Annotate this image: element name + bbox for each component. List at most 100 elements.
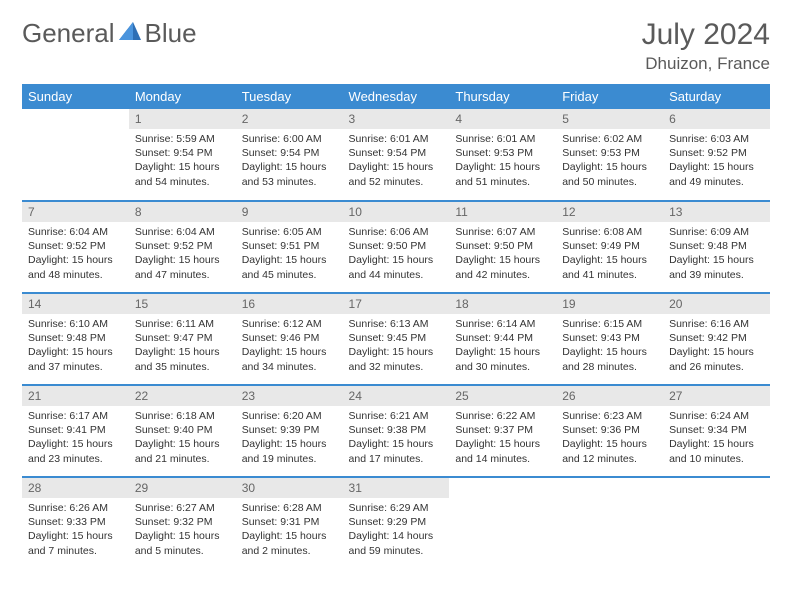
calendar-day-cell: 16Sunrise: 6:12 AMSunset: 9:46 PMDayligh… <box>236 293 343 385</box>
day-details: Sunrise: 6:04 AMSunset: 9:52 PMDaylight:… <box>129 222 236 288</box>
day-details: Sunrise: 6:29 AMSunset: 9:29 PMDaylight:… <box>343 498 450 564</box>
day-details: Sunrise: 6:11 AMSunset: 9:47 PMDaylight:… <box>129 314 236 380</box>
calendar-day-cell <box>663 477 770 569</box>
calendar-week-row: 14Sunrise: 6:10 AMSunset: 9:48 PMDayligh… <box>22 293 770 385</box>
day-details: Sunrise: 6:22 AMSunset: 9:37 PMDaylight:… <box>449 406 556 472</box>
calendar-day-cell <box>22 109 129 201</box>
day-details: Sunrise: 6:01 AMSunset: 9:54 PMDaylight:… <box>343 129 450 195</box>
day-details: Sunrise: 6:26 AMSunset: 9:33 PMDaylight:… <box>22 498 129 564</box>
calendar-day-cell <box>556 477 663 569</box>
calendar-day-cell: 25Sunrise: 6:22 AMSunset: 9:37 PMDayligh… <box>449 385 556 477</box>
day-details: Sunrise: 6:18 AMSunset: 9:40 PMDaylight:… <box>129 406 236 472</box>
calendar-week-row: 7Sunrise: 6:04 AMSunset: 9:52 PMDaylight… <box>22 201 770 293</box>
day-number: 21 <box>22 386 129 406</box>
day-details: Sunrise: 5:59 AMSunset: 9:54 PMDaylight:… <box>129 129 236 195</box>
day-details: Sunrise: 6:28 AMSunset: 9:31 PMDaylight:… <box>236 498 343 564</box>
calendar-day-cell: 9Sunrise: 6:05 AMSunset: 9:51 PMDaylight… <box>236 201 343 293</box>
page-title: July 2024 <box>642 18 770 52</box>
weekday-header: Thursday <box>449 84 556 109</box>
weekday-header: Sunday <box>22 84 129 109</box>
day-details: Sunrise: 6:21 AMSunset: 9:38 PMDaylight:… <box>343 406 450 472</box>
day-details: Sunrise: 6:05 AMSunset: 9:51 PMDaylight:… <box>236 222 343 288</box>
day-number: 14 <box>22 294 129 314</box>
calendar-day-cell: 13Sunrise: 6:09 AMSunset: 9:48 PMDayligh… <box>663 201 770 293</box>
day-number: 16 <box>236 294 343 314</box>
day-number: 31 <box>343 478 450 498</box>
calendar-day-cell: 30Sunrise: 6:28 AMSunset: 9:31 PMDayligh… <box>236 477 343 569</box>
calendar-day-cell: 6Sunrise: 6:03 AMSunset: 9:52 PMDaylight… <box>663 109 770 201</box>
day-number: 10 <box>343 202 450 222</box>
calendar-day-cell: 20Sunrise: 6:16 AMSunset: 9:42 PMDayligh… <box>663 293 770 385</box>
calendar-week-row: 21Sunrise: 6:17 AMSunset: 9:41 PMDayligh… <box>22 385 770 477</box>
day-number: 15 <box>129 294 236 314</box>
day-details: Sunrise: 6:01 AMSunset: 9:53 PMDaylight:… <box>449 129 556 195</box>
calendar-week-row: 28Sunrise: 6:26 AMSunset: 9:33 PMDayligh… <box>22 477 770 569</box>
day-details: Sunrise: 6:02 AMSunset: 9:53 PMDaylight:… <box>556 129 663 195</box>
title-block: July 2024 Dhuizon, France <box>642 18 770 74</box>
day-number: 9 <box>236 202 343 222</box>
day-number: 28 <box>22 478 129 498</box>
calendar-day-cell: 14Sunrise: 6:10 AMSunset: 9:48 PMDayligh… <box>22 293 129 385</box>
calendar-day-cell: 23Sunrise: 6:20 AMSunset: 9:39 PMDayligh… <box>236 385 343 477</box>
day-details: Sunrise: 6:00 AMSunset: 9:54 PMDaylight:… <box>236 129 343 195</box>
day-number: 22 <box>129 386 236 406</box>
calendar-day-cell: 27Sunrise: 6:24 AMSunset: 9:34 PMDayligh… <box>663 385 770 477</box>
day-number: 19 <box>556 294 663 314</box>
calendar-day-cell: 18Sunrise: 6:14 AMSunset: 9:44 PMDayligh… <box>449 293 556 385</box>
calendar-day-cell: 11Sunrise: 6:07 AMSunset: 9:50 PMDayligh… <box>449 201 556 293</box>
day-details: Sunrise: 6:16 AMSunset: 9:42 PMDaylight:… <box>663 314 770 380</box>
calendar-day-cell: 2Sunrise: 6:00 AMSunset: 9:54 PMDaylight… <box>236 109 343 201</box>
weekday-header: Friday <box>556 84 663 109</box>
calendar-day-cell: 31Sunrise: 6:29 AMSunset: 9:29 PMDayligh… <box>343 477 450 569</box>
calendar-table: Sunday Monday Tuesday Wednesday Thursday… <box>22 84 770 569</box>
day-number: 7 <box>22 202 129 222</box>
day-number: 2 <box>236 109 343 129</box>
calendar-day-cell: 8Sunrise: 6:04 AMSunset: 9:52 PMDaylight… <box>129 201 236 293</box>
weekday-header: Monday <box>129 84 236 109</box>
calendar-day-cell: 29Sunrise: 6:27 AMSunset: 9:32 PMDayligh… <box>129 477 236 569</box>
day-details: Sunrise: 6:20 AMSunset: 9:39 PMDaylight:… <box>236 406 343 472</box>
weekday-header-row: Sunday Monday Tuesday Wednesday Thursday… <box>22 84 770 109</box>
day-details: Sunrise: 6:14 AMSunset: 9:44 PMDaylight:… <box>449 314 556 380</box>
day-number: 4 <box>449 109 556 129</box>
day-details: Sunrise: 6:27 AMSunset: 9:32 PMDaylight:… <box>129 498 236 564</box>
calendar-day-cell: 5Sunrise: 6:02 AMSunset: 9:53 PMDaylight… <box>556 109 663 201</box>
day-number: 30 <box>236 478 343 498</box>
calendar-day-cell: 1Sunrise: 5:59 AMSunset: 9:54 PMDaylight… <box>129 109 236 201</box>
day-number: 26 <box>556 386 663 406</box>
day-details: Sunrise: 6:24 AMSunset: 9:34 PMDaylight:… <box>663 406 770 472</box>
calendar-day-cell: 24Sunrise: 6:21 AMSunset: 9:38 PMDayligh… <box>343 385 450 477</box>
day-number: 1 <box>129 109 236 129</box>
day-details: Sunrise: 6:10 AMSunset: 9:48 PMDaylight:… <box>22 314 129 380</box>
day-details: Sunrise: 6:12 AMSunset: 9:46 PMDaylight:… <box>236 314 343 380</box>
day-number: 5 <box>556 109 663 129</box>
day-details: Sunrise: 6:23 AMSunset: 9:36 PMDaylight:… <box>556 406 663 472</box>
day-number: 20 <box>663 294 770 314</box>
day-details: Sunrise: 6:17 AMSunset: 9:41 PMDaylight:… <box>22 406 129 472</box>
day-number: 24 <box>343 386 450 406</box>
calendar-day-cell: 28Sunrise: 6:26 AMSunset: 9:33 PMDayligh… <box>22 477 129 569</box>
day-details: Sunrise: 6:04 AMSunset: 9:52 PMDaylight:… <box>22 222 129 288</box>
day-number: 8 <box>129 202 236 222</box>
weekday-header: Wednesday <box>343 84 450 109</box>
calendar-day-cell: 17Sunrise: 6:13 AMSunset: 9:45 PMDayligh… <box>343 293 450 385</box>
calendar-day-cell: 3Sunrise: 6:01 AMSunset: 9:54 PMDaylight… <box>343 109 450 201</box>
day-number: 23 <box>236 386 343 406</box>
calendar-day-cell <box>449 477 556 569</box>
day-details: Sunrise: 6:08 AMSunset: 9:49 PMDaylight:… <box>556 222 663 288</box>
calendar-day-cell: 12Sunrise: 6:08 AMSunset: 9:49 PMDayligh… <box>556 201 663 293</box>
day-number: 17 <box>343 294 450 314</box>
day-details: Sunrise: 6:07 AMSunset: 9:50 PMDaylight:… <box>449 222 556 288</box>
calendar-day-cell: 4Sunrise: 6:01 AMSunset: 9:53 PMDaylight… <box>449 109 556 201</box>
day-number: 18 <box>449 294 556 314</box>
day-number: 13 <box>663 202 770 222</box>
weekday-header: Saturday <box>663 84 770 109</box>
day-number: 3 <box>343 109 450 129</box>
header: General Blue July 2024 Dhuizon, France <box>22 18 770 74</box>
weekday-header: Tuesday <box>236 84 343 109</box>
day-details: Sunrise: 6:15 AMSunset: 9:43 PMDaylight:… <box>556 314 663 380</box>
day-number: 25 <box>449 386 556 406</box>
day-details: Sunrise: 6:03 AMSunset: 9:52 PMDaylight:… <box>663 129 770 195</box>
day-details: Sunrise: 6:13 AMSunset: 9:45 PMDaylight:… <box>343 314 450 380</box>
logo-word1: General <box>22 18 115 49</box>
